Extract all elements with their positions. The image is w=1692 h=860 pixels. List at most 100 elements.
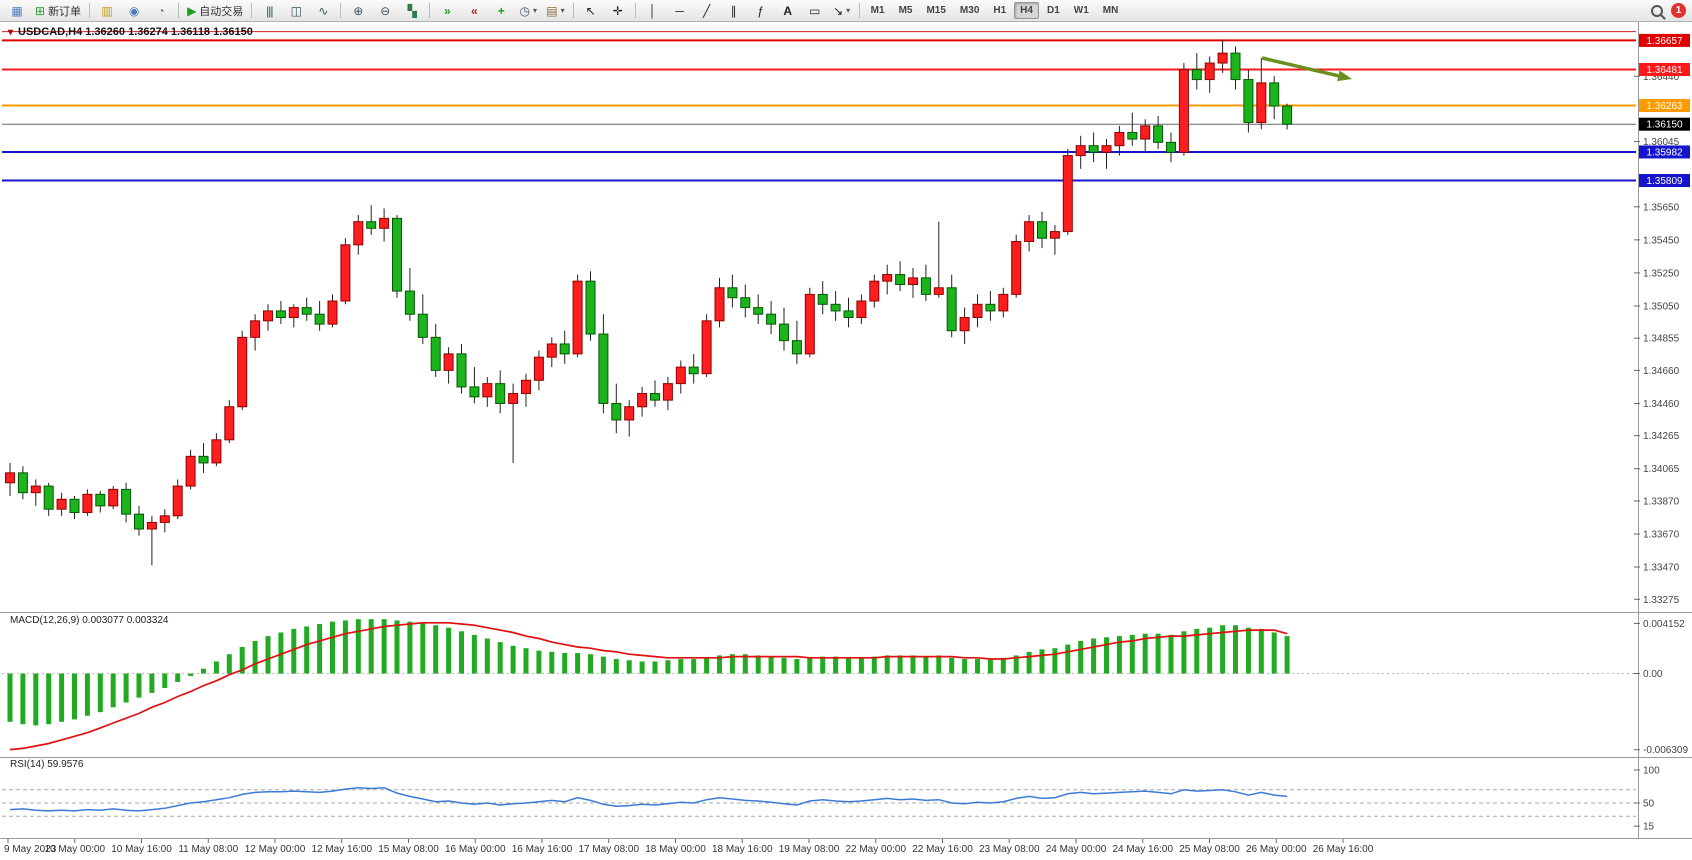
candle-body xyxy=(379,217,390,229)
macd-histogram-bar xyxy=(575,653,581,674)
candle-body xyxy=(224,406,235,441)
price-axis-tick: 1.33470 xyxy=(1643,563,1680,574)
candle-body xyxy=(1153,125,1164,143)
candle-body xyxy=(30,485,41,494)
candle-body xyxy=(946,287,957,332)
price-level-label-box xyxy=(1639,145,1690,159)
macd-histogram-bar xyxy=(7,673,13,722)
candle-body xyxy=(546,343,557,358)
arrows-button[interactable]: ↘ ▾ xyxy=(829,1,855,21)
auto-trading-label: 自动交易 xyxy=(199,5,244,18)
timeframe-button-h1[interactable]: H1 xyxy=(993,5,1007,16)
macd-histogram-bar xyxy=(536,650,542,674)
search-icon[interactable] xyxy=(1651,4,1663,17)
chart-canvas[interactable]: 1.36440 1.36045 1.35650 1.35450 1.35250 1.350… xyxy=(0,22,1692,860)
macd-histogram-bar xyxy=(1194,628,1200,674)
candle-body xyxy=(817,293,828,305)
timeframe-group: M1 M5 M15 M30 H1 H4 D1 W1 MN xyxy=(864,2,1126,19)
toolbar-separator xyxy=(858,3,860,18)
templates-button[interactable]: ▤ ▾ xyxy=(542,1,568,21)
timeframe-button-d1[interactable]: D1 xyxy=(1046,5,1060,16)
zoom-out-button[interactable]: ⊖ xyxy=(372,1,398,21)
channel-icon: ∥ xyxy=(730,3,737,18)
tile-windows-button[interactable]: ▚ xyxy=(399,1,425,21)
trendline-button[interactable]: ╱ xyxy=(694,1,720,21)
new-chart-button[interactable]: ▦ xyxy=(4,1,30,21)
candle-body xyxy=(301,307,312,315)
candle-body xyxy=(598,333,609,404)
macd-histogram-bar xyxy=(162,673,168,689)
time-axis-label: 22 May 16:00 xyxy=(912,844,973,855)
macd-histogram-bar xyxy=(549,651,555,674)
time-axis-label: 10 May 00:00 xyxy=(44,844,105,855)
macd-histogram-bar xyxy=(252,640,258,674)
candle-body xyxy=(56,498,67,510)
price-level-label-box xyxy=(1639,62,1690,76)
macd-histogram-bar xyxy=(704,657,710,674)
auto-trading-button[interactable]: ▶ 自动交易 xyxy=(183,1,247,21)
bar-chart-button[interactable]: ||| xyxy=(256,1,282,21)
time-axis-label: 11 May 08:00 xyxy=(178,844,238,855)
trend-arrow-line[interactable] xyxy=(1261,56,1339,78)
macd-axis-tick: 0.00 xyxy=(1643,669,1663,680)
chart-shift-button[interactable]: « xyxy=(461,1,487,21)
periods-button[interactable]: ◷ ▾ xyxy=(515,1,541,21)
timeframe-button-h4[interactable]: H4 xyxy=(1014,2,1039,19)
macd-histogram-bar xyxy=(884,655,890,674)
horizontal-line-button[interactable]: ─ xyxy=(667,1,693,21)
notification-badge[interactable]: 1 xyxy=(1671,3,1686,18)
macd-histogram-bar xyxy=(1065,644,1071,674)
zoom-in-button[interactable]: ⊕ xyxy=(345,1,371,21)
price-axis-tick: 1.33670 xyxy=(1643,529,1680,540)
line-chart-button[interactable]: ∿ xyxy=(310,1,336,21)
timeframe-button-m1[interactable]: M1 xyxy=(870,5,885,16)
candle-body xyxy=(933,287,944,295)
candlestick-chart-button[interactable]: ◫ xyxy=(283,1,309,21)
candle-body xyxy=(443,353,454,371)
time-axis-label: 15 May 08:00 xyxy=(378,844,439,855)
chart-dropdown-icon[interactable]: ▾ xyxy=(8,26,14,38)
macd-histogram-bar xyxy=(368,619,374,674)
trendline-icon: ╱ xyxy=(703,3,711,18)
macd-histogram-bar xyxy=(1142,633,1148,674)
timeframe-button-w1[interactable]: W1 xyxy=(1073,5,1089,16)
vertical-line-button[interactable]: │ xyxy=(640,1,666,21)
metaeditor-button[interactable]: ▥ xyxy=(94,1,120,21)
time-axis-label: 12 May 00:00 xyxy=(245,844,306,855)
time-axis-label: 24 May 16:00 xyxy=(1112,844,1173,855)
macd-histogram-bar xyxy=(175,673,181,682)
time-axis-label: 12 May 16:00 xyxy=(311,844,372,855)
timeframe-button-m30[interactable]: M30 xyxy=(959,5,980,16)
auto-scroll-button[interactable]: » xyxy=(434,1,460,21)
macd-histogram-bar xyxy=(562,653,568,674)
text-button[interactable]: A xyxy=(775,1,801,21)
macd-histogram-bar xyxy=(1258,628,1264,674)
candle-body xyxy=(740,297,751,309)
timeframe-button-mn[interactable]: MN xyxy=(1102,5,1119,16)
crosshair-button[interactable]: ✛ xyxy=(605,1,631,21)
time-axis-label: 18 May 16:00 xyxy=(712,844,773,855)
indicators-button[interactable]: + xyxy=(488,1,514,21)
fibonacci-button[interactable]: ƒ xyxy=(748,1,774,21)
candle-body xyxy=(585,280,596,335)
candle-body xyxy=(340,244,351,302)
channel-button[interactable]: ∥ xyxy=(721,1,747,21)
candle-body xyxy=(895,274,906,285)
tile-windows-icon: ▚ xyxy=(407,3,417,18)
candle-body xyxy=(121,488,132,515)
refresh-button[interactable]: ◔ xyxy=(148,1,174,21)
crosshair-icon: ✛ xyxy=(612,3,623,18)
candle-body xyxy=(430,336,441,371)
price-axis-tick: 1.35050 xyxy=(1643,301,1680,312)
text-label-button[interactable]: ▭ xyxy=(802,1,828,21)
chart-window[interactable]: 1.36440 1.36045 1.35650 1.35450 1.35250 1.350… xyxy=(0,22,1692,860)
macd-histogram-bar xyxy=(691,659,697,674)
new-order-button[interactable]: ⊞ 新订单 xyxy=(31,1,85,21)
navigator-button[interactable]: ◉ xyxy=(121,1,147,21)
cursor-button[interactable]: ↖ xyxy=(578,1,604,21)
candle-body xyxy=(753,307,764,315)
timeframe-button-m15[interactable]: M15 xyxy=(926,5,946,16)
timeframe-button-m5[interactable]: M5 xyxy=(898,5,913,16)
macd-histogram-bar xyxy=(781,657,787,674)
macd-histogram-bar xyxy=(871,656,877,674)
